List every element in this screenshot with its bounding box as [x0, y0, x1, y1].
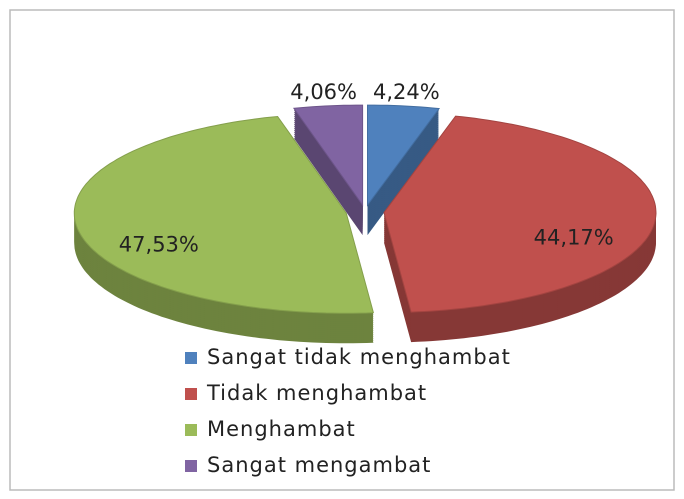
legend-label: Sangat tidak menghambat	[207, 345, 511, 369]
legend-label: Menghambat	[207, 417, 356, 441]
data-label: 4,24%	[373, 80, 440, 104]
legend-label: Tidak menghambat	[206, 381, 427, 405]
slice	[383, 115, 657, 313]
data-label: 4,06%	[290, 80, 357, 104]
legend-label: Sangat mengambat	[207, 453, 431, 477]
data-label: 44,17%	[534, 225, 614, 249]
data-label: 47,53%	[119, 233, 199, 257]
legend-swatch	[185, 388, 197, 400]
slice	[292, 104, 364, 207]
legend-swatch	[185, 352, 197, 364]
legend-swatch	[185, 424, 197, 436]
legend-swatch	[185, 460, 197, 472]
slice	[73, 115, 375, 314]
slice	[367, 104, 441, 207]
